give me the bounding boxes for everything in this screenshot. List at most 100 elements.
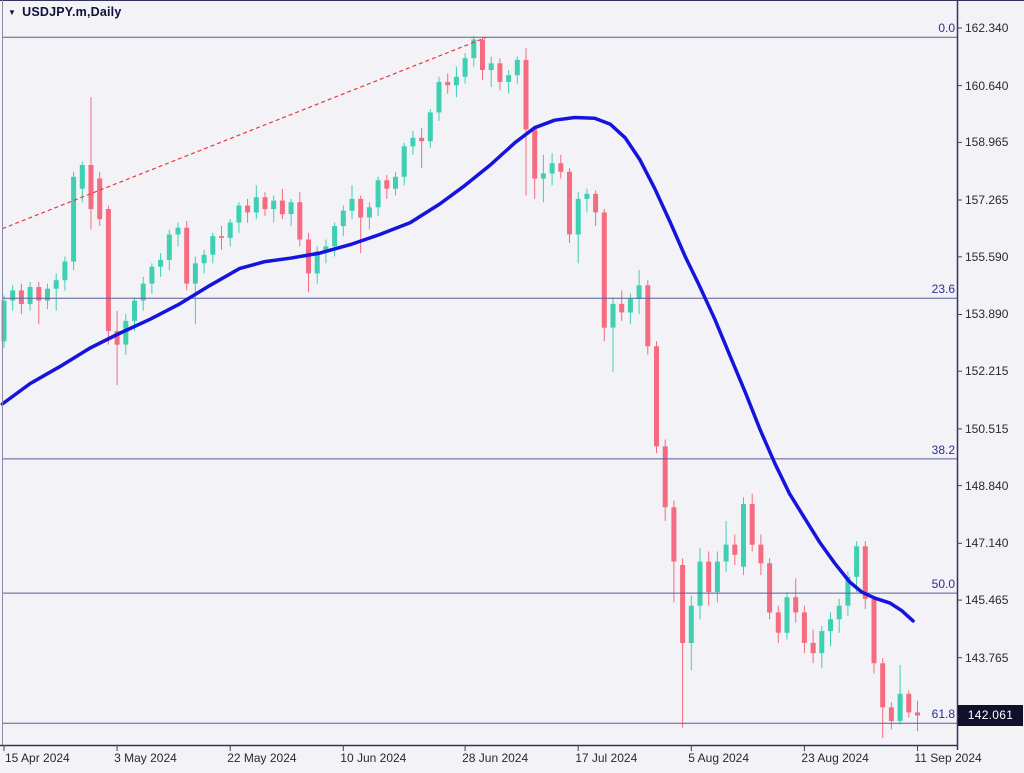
candle xyxy=(593,193,599,213)
candle xyxy=(801,612,807,643)
candle xyxy=(227,222,233,238)
candle xyxy=(210,236,216,255)
candle xyxy=(836,605,842,620)
candle xyxy=(36,287,42,301)
candle xyxy=(471,39,477,59)
candle xyxy=(149,266,155,284)
candle xyxy=(506,75,512,82)
candle xyxy=(880,663,886,708)
fib-level-label-23.6: 23.6 xyxy=(931,282,955,296)
candle xyxy=(375,180,381,208)
candle xyxy=(427,112,433,142)
candle xyxy=(671,507,677,562)
candle xyxy=(192,263,198,284)
candle xyxy=(245,205,251,213)
symbol-label[interactable]: ▼ USDJPY.m,Daily xyxy=(8,5,122,19)
candle xyxy=(332,226,338,247)
date-axis-label: 28 Jun 2024 xyxy=(462,751,529,765)
current-price-box: 142.061 xyxy=(958,705,1023,726)
price-axis-label: 155.590 xyxy=(965,250,1009,264)
date-axis-label: 23 Aug 2024 xyxy=(801,751,869,765)
candle xyxy=(584,193,590,199)
candle xyxy=(71,176,77,262)
fib-level-label-38.2: 38.2 xyxy=(931,443,955,457)
candle xyxy=(532,129,538,179)
candle xyxy=(445,81,451,86)
price-axis-label: 143.765 xyxy=(965,651,1009,665)
candle xyxy=(349,198,355,211)
candle xyxy=(158,259,164,267)
price-axis-label: 158.965 xyxy=(965,135,1009,149)
candle xyxy=(810,642,816,654)
candle xyxy=(767,563,773,613)
candle xyxy=(340,210,346,226)
symbol-text: USDJPY.m,Daily xyxy=(22,5,122,19)
candle xyxy=(567,171,572,235)
candle xyxy=(105,209,111,331)
candle xyxy=(654,346,659,447)
candle xyxy=(480,39,485,70)
collapse-triangle-icon[interactable]: ▼ xyxy=(8,7,17,17)
candle xyxy=(10,290,16,301)
candle xyxy=(619,303,625,313)
date-axis-label: 10 Jun 2024 xyxy=(340,751,407,765)
candle xyxy=(236,205,242,223)
candle xyxy=(175,227,181,235)
candle xyxy=(514,59,520,76)
candle xyxy=(662,446,668,508)
date-axis-label: 5 Aug 2024 xyxy=(688,751,750,765)
candle xyxy=(741,504,746,567)
price-axis-label: 150.515 xyxy=(965,422,1009,436)
candle xyxy=(393,176,398,189)
date-axis-label: 11 Sep 2024 xyxy=(914,751,982,765)
price-axis-label: 157.265 xyxy=(965,193,1009,207)
fib-level-label-61.8: 61.8 xyxy=(931,707,955,721)
candle xyxy=(62,261,68,281)
candles-series xyxy=(1,36,920,738)
fib-level-label-0.0: 0.0 xyxy=(938,21,955,35)
price-axis-label: 145.465 xyxy=(965,593,1009,607)
candle xyxy=(775,612,781,633)
price-axis-label: 152.215 xyxy=(965,364,1009,378)
candle xyxy=(419,137,425,142)
moving-average-line[interactable] xyxy=(0,115,915,623)
candle xyxy=(601,212,607,328)
candle xyxy=(688,605,694,643)
candle xyxy=(79,165,85,189)
date-axis-label: 15 Apr 2024 xyxy=(5,751,70,765)
candle xyxy=(888,707,894,721)
candle xyxy=(436,81,442,113)
candle xyxy=(784,597,790,633)
candle xyxy=(453,76,459,86)
price-axis-label: 153.890 xyxy=(965,307,1009,321)
candle xyxy=(279,200,285,215)
candle xyxy=(897,693,903,721)
candle xyxy=(271,200,277,210)
candle xyxy=(253,197,259,213)
candle xyxy=(758,544,764,564)
candle xyxy=(88,165,94,210)
price-axis-label: 160.640 xyxy=(965,79,1009,93)
candle xyxy=(749,504,755,545)
fib-level-label-50.0: 50.0 xyxy=(931,577,955,591)
candle xyxy=(523,59,529,130)
candle xyxy=(558,163,564,172)
candle xyxy=(288,202,294,215)
candle xyxy=(645,285,651,347)
candle xyxy=(184,227,190,284)
candle xyxy=(906,693,912,713)
candle xyxy=(627,298,633,313)
candle xyxy=(323,246,329,252)
candle xyxy=(862,546,868,599)
candle xyxy=(201,254,207,264)
trendline[interactable] xyxy=(2,36,487,230)
date-axis-label: 22 May 2024 xyxy=(227,751,297,765)
candle xyxy=(549,163,555,174)
candle xyxy=(714,561,720,593)
candle xyxy=(358,198,364,218)
candle xyxy=(871,598,877,664)
candle xyxy=(610,303,616,328)
current-price-value: 142.061 xyxy=(967,708,1014,722)
